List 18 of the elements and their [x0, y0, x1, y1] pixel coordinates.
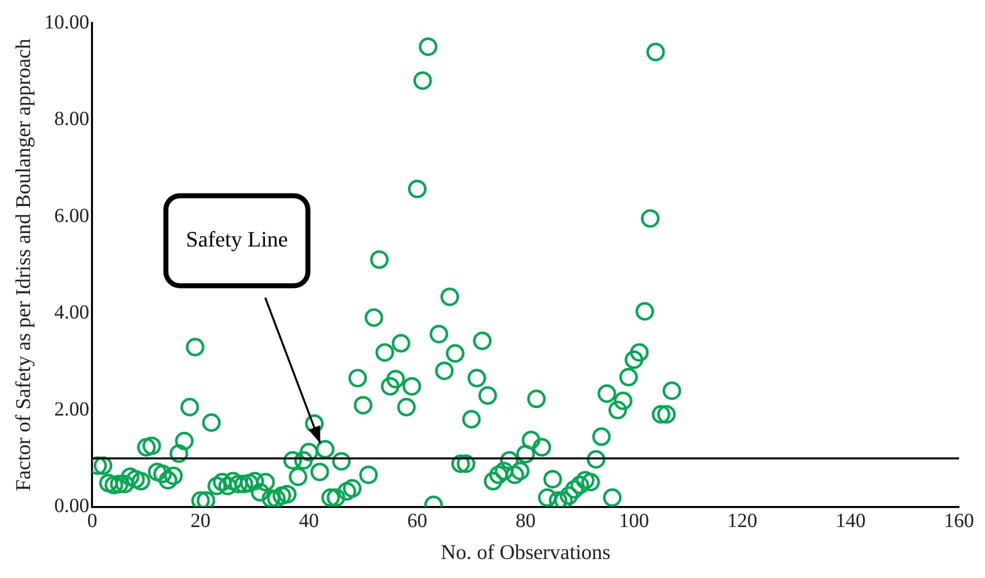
y-tick-label: 0.00 — [54, 495, 90, 518]
x-tick-label: 20 — [190, 510, 211, 532]
x-axis-title: No. of Observations — [440, 540, 610, 564]
x-tick-label: 0 — [87, 510, 98, 532]
x-tick-label: 120 — [727, 510, 758, 532]
y-tick-label: 10.00 — [44, 11, 90, 34]
y-tick-label: 4.00 — [54, 302, 90, 324]
x-tick-label: 40 — [298, 510, 319, 532]
x-tick-label: 100 — [618, 510, 649, 532]
y-tick-label: 6.00 — [54, 204, 90, 227]
y-axis-title: Factor of Safety as per Idriss and Boulanger approach — [11, 38, 36, 492]
y-tick-label: 2.00 — [54, 398, 90, 420]
ref-line-label: Safety Line — [186, 226, 288, 252]
x-tick-label: 80 — [516, 510, 536, 532]
y-tick-label: 8.00 — [54, 108, 90, 130]
x-tick-label: 140 — [836, 510, 866, 532]
x-tick-label: 160 — [944, 510, 974, 532]
x-tick-label: 60 — [407, 510, 428, 532]
